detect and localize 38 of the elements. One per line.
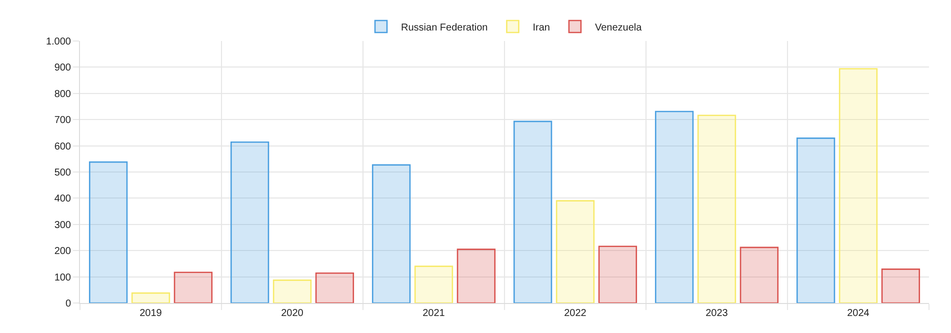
y-tick-label: 100 — [54, 272, 72, 284]
x-tick-label: 2020 — [281, 308, 304, 319]
bar — [230, 141, 270, 303]
y-tick-label: 1.000 — [46, 36, 72, 48]
y-tick-label: 500 — [54, 168, 72, 178]
bar — [372, 164, 411, 303]
x-tick-label: 2022 — [564, 308, 587, 319]
y-tick-label: 400 — [54, 194, 72, 205]
bar — [598, 246, 638, 303]
bar — [881, 268, 920, 303]
bar — [838, 68, 878, 303]
bar — [414, 266, 454, 303]
y-tick-label: 800 — [54, 88, 72, 100]
bar — [315, 272, 354, 303]
y-tick-label: 300 — [54, 220, 72, 231]
x-tick-label: 2023 — [706, 308, 728, 319]
x-tick-label: 2019 — [140, 308, 162, 319]
legend-label: Russian Federation — [401, 22, 488, 34]
y-tick-label: 200 — [54, 246, 72, 258]
x-tick-label: 2024 — [847, 308, 870, 319]
y-tick-label: 0 — [65, 298, 72, 310]
bar — [513, 120, 552, 303]
bar — [272, 280, 312, 303]
bar — [556, 200, 595, 303]
legend-label: Venezuela — [594, 22, 642, 34]
y-tick-label: 900 — [54, 62, 72, 74]
bar — [131, 292, 170, 303]
bar — [654, 110, 694, 303]
bar — [174, 272, 213, 303]
legend-label: Iran — [532, 22, 550, 34]
bar — [796, 138, 836, 303]
y-tick-label: 700 — [54, 115, 72, 126]
y-tick-label: 600 — [54, 141, 72, 152]
bar — [740, 246, 779, 303]
bar — [697, 114, 736, 303]
bar — [456, 248, 496, 303]
bar — [88, 161, 128, 303]
x-tick-label: 2021 — [422, 308, 446, 319]
